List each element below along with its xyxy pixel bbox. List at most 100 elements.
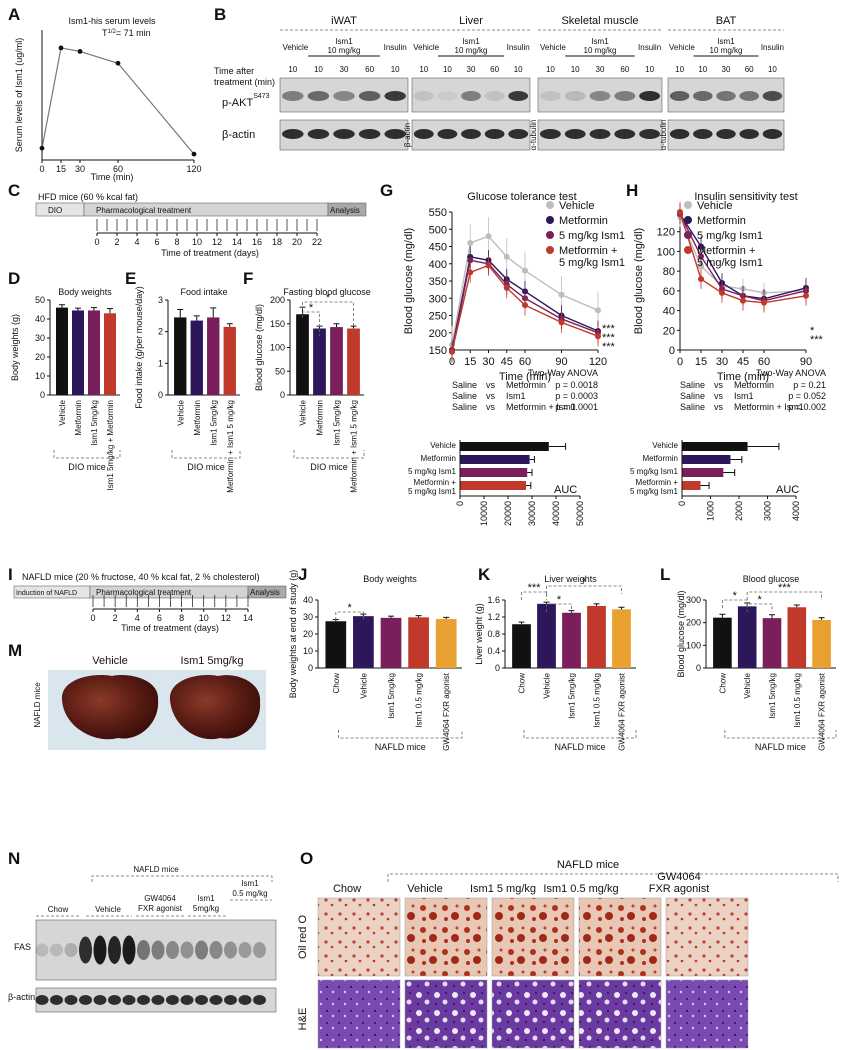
- b-actin-band: [461, 129, 481, 139]
- e-title: Food intake: [180, 287, 227, 297]
- n-fas-band: [108, 936, 121, 964]
- b-vehicle-label: Vehicle: [413, 43, 439, 52]
- n-fas-band: [151, 940, 165, 960]
- b-pakt-band: [484, 91, 505, 101]
- g-auc-label: AUC: [554, 484, 577, 496]
- c-tick-label: 14: [232, 237, 242, 247]
- e-ytick-label: 1: [158, 358, 163, 368]
- l-title: Blood glucose: [743, 574, 800, 584]
- h-series-line: [679, 213, 807, 300]
- b-actin-band: [307, 129, 330, 139]
- j-bar: [353, 616, 374, 668]
- n-actin-band: [253, 995, 266, 1005]
- g-point: [522, 302, 528, 309]
- d-bar: [104, 313, 116, 395]
- h-xtick-label: 60: [758, 356, 770, 368]
- g-title: Glucose tolerance test: [467, 191, 576, 203]
- h-xtick-label: 30: [716, 356, 728, 368]
- l-category-label: Ism1 5mg/kg: [768, 673, 777, 719]
- d-category-label: Ism1 5mg/kg + Metformin: [106, 400, 115, 490]
- n-fas-band: [35, 943, 49, 957]
- n-actin-band: [108, 995, 121, 1005]
- l-category-label: Chow: [718, 673, 727, 694]
- e-ylabel: Food intake (g/per mouse/day): [134, 286, 144, 409]
- b-vehicle-label: Vehicle: [540, 43, 566, 52]
- b-pakt-band: [461, 91, 481, 101]
- j-bar: [408, 617, 429, 668]
- a-xtick-label: 60: [113, 164, 123, 174]
- l-bar: [713, 617, 732, 668]
- g-point: [467, 257, 474, 264]
- n-fas-band: [93, 935, 107, 965]
- panel-label-c: C: [8, 181, 20, 200]
- g-stat-p: p = 0.0003: [555, 391, 598, 401]
- h-stat-b: Ism1: [734, 391, 754, 401]
- n-col-label: Ism1: [241, 879, 259, 888]
- b-pakt-band: [669, 91, 690, 101]
- o-group-label: NAFLD mice: [557, 859, 619, 871]
- b-time-label: 10: [288, 65, 297, 74]
- h-ytick-label: 40: [663, 306, 675, 318]
- b-time-label: 10: [546, 65, 555, 74]
- panel-c-title: HFD mice (60 % kcal fat): [38, 192, 138, 202]
- e-category-label: Ism1 5mg/kg: [209, 400, 218, 446]
- b-ism1-label: Ism1: [462, 37, 480, 46]
- analysis-box-i: [247, 585, 287, 599]
- n-col-label: Vehicle: [95, 905, 121, 914]
- l-bar: [762, 618, 782, 668]
- b-actin-band: [762, 129, 783, 139]
- b-actin-band: [484, 129, 505, 139]
- h-series-line: [679, 213, 807, 302]
- b-pakt-band: [762, 91, 783, 101]
- g-legend-label: Vehicle: [559, 200, 594, 212]
- n-fas-label: FAS: [14, 942, 31, 952]
- h-auc-bar: [682, 442, 748, 451]
- b-pakt-band: [358, 91, 381, 101]
- f-ytick-label: 0: [280, 390, 285, 400]
- n-actin-band: [209, 995, 223, 1005]
- b-pakt-band: [716, 91, 736, 101]
- k-category-label: Ism1 0.5 mg/kg: [593, 673, 602, 728]
- l-group-label: NAFLD mice: [755, 742, 806, 752]
- timeline-c: 0 2 4 6 8 10 12 14 16 18 20 22: [94, 219, 322, 247]
- g-star: ***: [602, 323, 616, 335]
- liver-side-label: NAFLD mice: [33, 682, 42, 728]
- b-pakt-band: [589, 91, 611, 101]
- g-legend-marker: [546, 216, 554, 224]
- g-point: [522, 267, 528, 274]
- o-oil-red-image: [317, 897, 401, 977]
- b-time-label: 10: [768, 65, 777, 74]
- h-stat-vs: vs: [714, 391, 724, 401]
- h-point: [677, 209, 683, 215]
- g-point: [558, 291, 565, 298]
- n-actin-band: [137, 995, 150, 1005]
- g-star: ***: [602, 341, 616, 353]
- n-fas-band: [64, 943, 78, 957]
- g-point: [503, 284, 510, 291]
- b-actin-band: [333, 129, 355, 139]
- h-title: Insulin sensitivity test: [694, 191, 797, 203]
- c-tick-label: 6: [154, 237, 159, 247]
- i-tick-label: 4: [135, 613, 140, 623]
- g-auc-bar: [460, 442, 549, 451]
- n-actin-band: [180, 995, 194, 1005]
- liver-vehicle: [61, 675, 159, 740]
- h-stat-b: Metformin + Ism1: [734, 402, 804, 412]
- e-group-label: DIO mice: [187, 462, 225, 472]
- f-sig-2: *: [326, 292, 331, 304]
- d-category-label: Ism1 5mg/kg: [90, 400, 99, 446]
- chart-f: Fasting blood glucose Blood glucose (mg/d…: [254, 287, 371, 493]
- g-point: [467, 240, 474, 247]
- f-category-label: Vehicle: [299, 399, 308, 425]
- k-title: Liver weights: [544, 574, 597, 584]
- j-ytick-label: 0: [308, 663, 313, 673]
- o-oil-red-image: [578, 897, 662, 977]
- b-time-label: 10: [419, 65, 428, 74]
- chart-h: Insulin sensitivity test Blood glucose (m…: [630, 191, 826, 521]
- h-ytick-label: 120: [657, 227, 675, 239]
- g-legend-label: Metformin: [559, 215, 608, 227]
- k-ytick-label: 0: [495, 663, 500, 673]
- h-legend-label: 5 mg/kg Ism1: [697, 257, 763, 269]
- j-ytick-label: 10: [303, 646, 313, 656]
